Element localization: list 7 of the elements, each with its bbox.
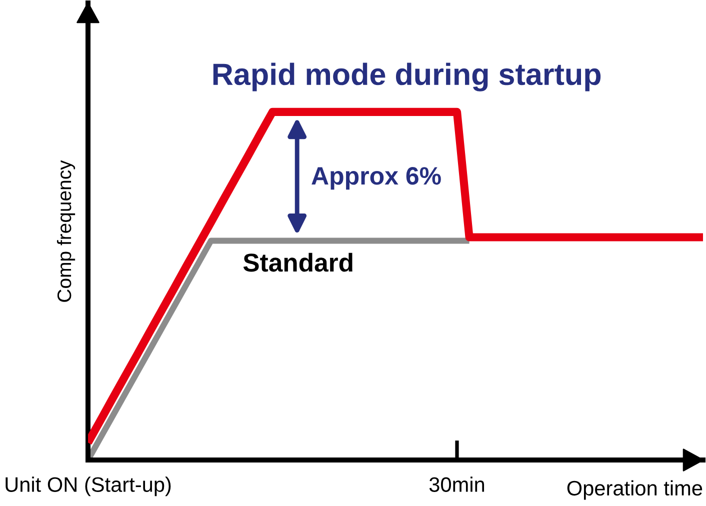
x-tick-label: Unit ON (Start-up) [6, 476, 171, 496]
x-axis-title: Operation time [567, 480, 702, 500]
y-axis-title: Comp frequency [56, 160, 76, 302]
text: Rapid mode during startup [213, 62, 601, 92]
annotation: Approx 6% [312, 167, 441, 190]
x-tick-label: 30min [429, 476, 484, 492]
annotation: Standard [243, 252, 352, 272]
